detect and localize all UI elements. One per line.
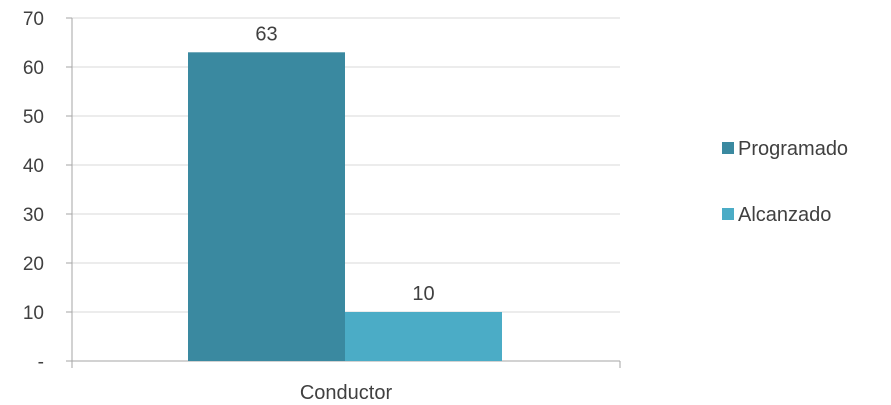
gridlines <box>72 17 620 313</box>
y-tick-label: 40 <box>23 156 44 177</box>
axes: - 10 20 30 40 50 60 70 Conductor <box>23 9 621 404</box>
y-tick-label: 30 <box>23 205 44 226</box>
data-label-programado: 63 <box>255 23 277 45</box>
y-tick-label: - <box>38 352 44 373</box>
y-tick-label: 60 <box>23 58 44 79</box>
legend-swatch-alcanzado <box>722 208 734 220</box>
y-tick-label: 50 <box>23 107 44 128</box>
bar-alcanzado-conductor <box>345 312 502 361</box>
legend-label-programado: Programado <box>738 138 848 160</box>
data-label-alcanzado: 10 <box>412 283 434 305</box>
bar-programado-conductor <box>188 52 345 362</box>
data-labels: 63 10 <box>255 23 434 305</box>
legend-swatch-programado <box>722 142 734 154</box>
y-tick-label: 20 <box>23 254 44 275</box>
legend-label-alcanzado: Alcanzado <box>738 204 831 226</box>
bars <box>188 52 502 362</box>
y-tick-label: 70 <box>23 9 44 30</box>
legend: Programado Alcanzado <box>722 138 848 226</box>
x-category-label: Conductor <box>300 382 393 404</box>
y-tick-label: 10 <box>23 303 44 324</box>
